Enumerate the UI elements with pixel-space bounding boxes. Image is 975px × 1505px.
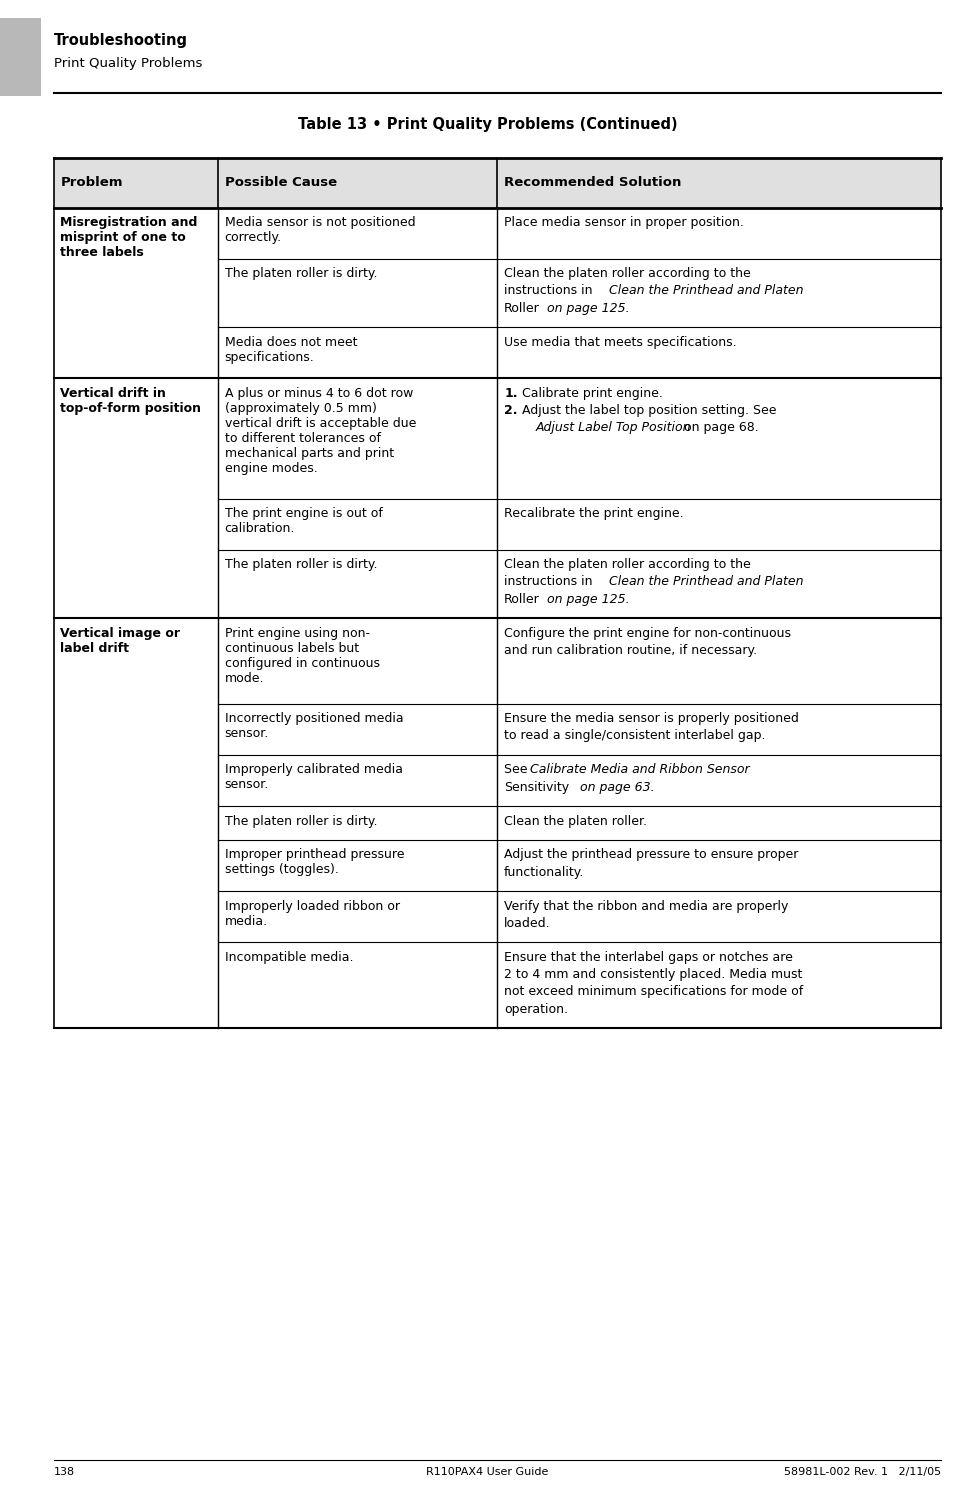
- Text: instructions in: instructions in: [504, 575, 597, 588]
- Text: Recalibrate the print engine.: Recalibrate the print engine.: [504, 507, 683, 519]
- Text: Improperly loaded ribbon or
media.: Improperly loaded ribbon or media.: [224, 900, 400, 927]
- Text: Table 13 • Print Quality Problems (Continued): Table 13 • Print Quality Problems (Conti…: [297, 117, 678, 132]
- Text: Problem: Problem: [60, 176, 123, 190]
- Text: Calibrate Media and Ribbon Sensor: Calibrate Media and Ribbon Sensor: [530, 763, 750, 777]
- Text: Configure the print engine for non-continuous: Configure the print engine for non-conti…: [504, 626, 791, 640]
- Text: Print Quality Problems: Print Quality Problems: [54, 57, 202, 71]
- Text: Roller: Roller: [504, 301, 540, 315]
- Text: Calibrate print engine.: Calibrate print engine.: [518, 387, 663, 400]
- Text: The platen roller is dirty.: The platen roller is dirty.: [224, 814, 377, 828]
- Text: 2.: 2.: [504, 403, 518, 417]
- Text: R110PAX4 User Guide: R110PAX4 User Guide: [426, 1467, 549, 1478]
- Text: Use media that meets specifications.: Use media that meets specifications.: [504, 336, 737, 349]
- Text: on page 125.: on page 125.: [543, 301, 630, 315]
- Text: The print engine is out of
calibration.: The print engine is out of calibration.: [224, 507, 382, 534]
- Text: Improper printhead pressure
settings (toggles).: Improper printhead pressure settings (to…: [224, 849, 404, 876]
- Text: Media does not meet
specifications.: Media does not meet specifications.: [224, 336, 357, 364]
- Text: on page 68.: on page 68.: [680, 421, 759, 435]
- Text: Incompatible media.: Incompatible media.: [224, 951, 353, 963]
- Text: instructions in: instructions in: [504, 284, 597, 298]
- Text: Possible Cause: Possible Cause: [224, 176, 336, 190]
- Bar: [54, 158, 941, 208]
- Text: Vertical drift in
top-of-form position: Vertical drift in top-of-form position: [60, 387, 202, 415]
- Text: 1.: 1.: [504, 387, 518, 400]
- Text: Media sensor is not positioned
correctly.: Media sensor is not positioned correctly…: [224, 217, 415, 244]
- Text: Incorrectly positioned media
sensor.: Incorrectly positioned media sensor.: [224, 712, 404, 740]
- Text: Clean the platen roller according to the: Clean the platen roller according to the: [504, 558, 751, 570]
- Text: The platen roller is dirty.: The platen roller is dirty.: [224, 558, 377, 570]
- Text: Troubleshooting: Troubleshooting: [54, 33, 187, 48]
- Text: Clean the Printhead and Platen: Clean the Printhead and Platen: [609, 575, 803, 588]
- Text: Ensure that the interlabel gaps or notches are: Ensure that the interlabel gaps or notch…: [504, 951, 793, 963]
- Text: Adjust the printhead pressure to ensure proper: Adjust the printhead pressure to ensure …: [504, 849, 799, 861]
- Text: Vertical image or
label drift: Vertical image or label drift: [60, 626, 180, 655]
- Text: 2 to 4 mm and consistently placed. Media must: 2 to 4 mm and consistently placed. Media…: [504, 968, 802, 981]
- Text: A plus or minus 4 to 6 dot row
(approximately 0.5 mm)
vertical drift is acceptab: A plus or minus 4 to 6 dot row (approxim…: [224, 387, 416, 474]
- Text: Clean the platen roller.: Clean the platen roller.: [504, 814, 647, 828]
- Bar: [0, 18, 41, 96]
- Text: See: See: [504, 763, 531, 777]
- Text: Adjust the label top position setting. See: Adjust the label top position setting. S…: [518, 403, 776, 417]
- Text: Print engine using non-
continuous labels but
configured in continuous
mode.: Print engine using non- continuous label…: [224, 626, 379, 685]
- Text: Verify that the ribbon and media are properly: Verify that the ribbon and media are pro…: [504, 900, 789, 912]
- Text: Clean the Printhead and Platen: Clean the Printhead and Platen: [609, 284, 803, 298]
- Text: Misregistration and
misprint of one to
three labels: Misregistration and misprint of one to t…: [60, 217, 198, 259]
- Text: Sensitivity: Sensitivity: [504, 781, 569, 793]
- Text: Improperly calibrated media
sensor.: Improperly calibrated media sensor.: [224, 763, 403, 792]
- Text: on page 125.: on page 125.: [543, 593, 630, 605]
- Text: functionality.: functionality.: [504, 865, 584, 879]
- Text: Ensure the media sensor is properly positioned: Ensure the media sensor is properly posi…: [504, 712, 799, 725]
- Text: Place media sensor in proper position.: Place media sensor in proper position.: [504, 217, 744, 229]
- Text: 58981L-002 Rev. 1   2/11/05: 58981L-002 Rev. 1 2/11/05: [784, 1467, 941, 1478]
- Text: 138: 138: [54, 1467, 75, 1478]
- Text: to read a single/consistent interlabel gap.: to read a single/consistent interlabel g…: [504, 730, 765, 742]
- Text: Adjust Label Top Position: Adjust Label Top Position: [535, 421, 691, 435]
- Text: Clean the platen roller according to the: Clean the platen roller according to the: [504, 268, 751, 280]
- Text: on page 63.: on page 63.: [576, 781, 655, 793]
- Text: and run calibration routine, if necessary.: and run calibration routine, if necessar…: [504, 644, 758, 656]
- Text: Recommended Solution: Recommended Solution: [504, 176, 682, 190]
- Text: not exceed minimum specifications for mode of: not exceed minimum specifications for mo…: [504, 986, 803, 998]
- Text: loaded.: loaded.: [504, 917, 551, 930]
- Text: The platen roller is dirty.: The platen roller is dirty.: [224, 268, 377, 280]
- Text: Roller: Roller: [504, 593, 540, 605]
- Text: operation.: operation.: [504, 1002, 568, 1016]
